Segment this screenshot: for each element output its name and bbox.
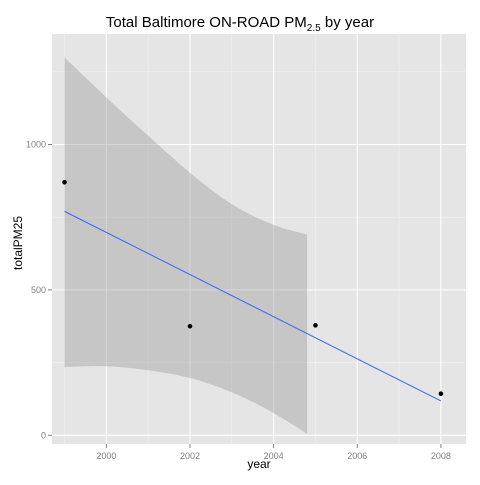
fit-line	[64, 210, 442, 402]
data-point	[187, 323, 193, 329]
x-tick-label: 2002	[180, 451, 200, 461]
fit-line-layer	[64, 210, 442, 402]
grid-major	[52, 34, 466, 444]
x-tick-label: 2000	[96, 451, 116, 461]
chart-title: Total Baltimore ON-ROAD PM2.5 by year	[105, 14, 375, 34]
y-tick-label: 0	[41, 430, 46, 440]
plot-panel	[52, 34, 466, 444]
x-tick-label: 2006	[347, 451, 367, 461]
y-axis-label: totalPM25	[11, 215, 25, 271]
confidence-band	[64, 57, 308, 434]
x-axis-label: year	[247, 457, 271, 471]
y-tick-label: 1000	[26, 139, 46, 149]
x-axis-ticks: 2000 2002 2004 2006 2008	[96, 444, 451, 461]
y-axis-ticks: 0 500 1000	[26, 139, 52, 440]
data-point	[313, 323, 318, 328]
confidence-band-layer	[64, 57, 308, 434]
points-layer	[62, 179, 444, 396]
data-point	[438, 391, 444, 396]
y-tick-label: 500	[31, 285, 46, 295]
data-point	[62, 179, 67, 185]
x-tick-label: 2008	[431, 451, 451, 461]
grid-minor	[52, 34, 466, 444]
x-tick-label: 2004	[264, 451, 284, 461]
